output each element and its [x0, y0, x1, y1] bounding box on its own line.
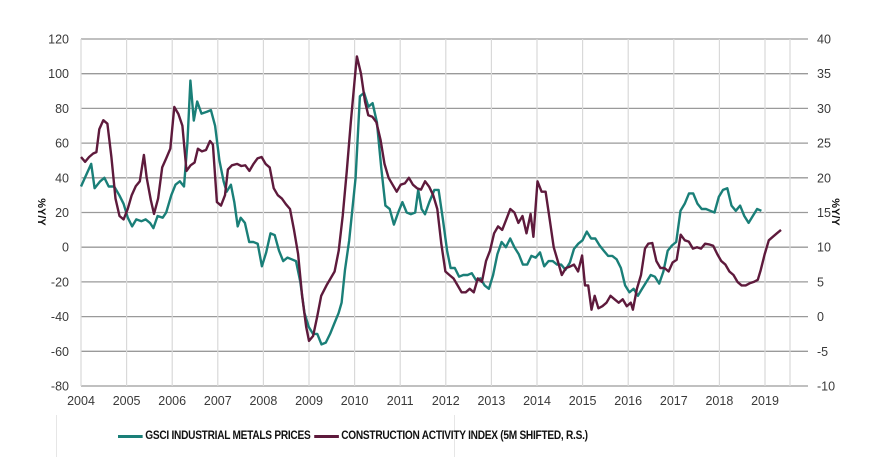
legend-label-gsci: GSCI INDUSTRIAL METALS PRICES	[145, 430, 311, 442]
left-axis-ticks: 120 100 80 60 40 20 0 -20 -40 -60 -80	[48, 33, 69, 394]
right-tick-label: 0	[817, 310, 824, 324]
legend-label-construction: CONSTRUCTION ACTIVITY INDEX (5M SHIFTED,…	[341, 430, 588, 442]
x-tick-label: 2009	[295, 394, 323, 408]
right-axis-ticks: 40 35 30 25 20 15 10 5 0 -5 -10	[817, 33, 835, 394]
x-tick-label: 2005	[113, 394, 141, 408]
legend-box	[56, 415, 455, 457]
left-tick-label: -40	[51, 310, 69, 324]
x-tick-label: 2017	[660, 394, 688, 408]
right-tick-label: 5	[817, 275, 824, 289]
x-tick-label: 2004	[67, 394, 95, 408]
x-tick-label: 2016	[614, 394, 642, 408]
right-tick-label: 35	[817, 67, 831, 81]
right-tick-label: 10	[817, 241, 831, 255]
x-tick-label: 2006	[158, 394, 186, 408]
left-axis-title: %Y/Y	[35, 198, 47, 226]
series-layer	[79, 55, 782, 346]
x-tick-label: 2012	[432, 394, 460, 408]
right-axis-title: %Y/Y	[829, 198, 841, 226]
right-tick-label: 20	[817, 171, 831, 185]
left-tick-label: -60	[51, 345, 69, 359]
left-tick-label: 100	[48, 67, 69, 81]
x-tick-label: 2018	[705, 394, 733, 408]
horizontal-gridlines	[81, 38, 808, 387]
right-tick-label: 40	[817, 33, 831, 47]
x-axis-ticks: 2004 2005 2006 2007 2008 2009 2010 2011 2012 2013…	[67, 394, 779, 408]
right-tick-label: 25	[817, 137, 831, 151]
x-tick-label: 2019	[751, 394, 779, 408]
left-tick-label: 120	[48, 33, 69, 47]
left-tick-label: 40	[55, 171, 69, 185]
x-tick-label: 2013	[477, 394, 505, 408]
right-tick-label: -5	[817, 345, 828, 359]
left-tick-label: 80	[55, 102, 69, 116]
x-tick-label: 2011	[387, 394, 414, 408]
legend-item-construction: CONSTRUCTION ACTIVITY INDEX (5M SHIFTED,…	[313, 430, 588, 442]
legend-swatch-construction	[313, 434, 339, 438]
series-gsci-line	[79, 79, 762, 346]
left-tick-label: -20	[51, 275, 69, 289]
left-tick-label: 60	[55, 137, 69, 151]
left-tick-label: 0	[62, 241, 69, 255]
x-tick-label: 2008	[249, 394, 277, 408]
left-tick-label: -80	[51, 380, 69, 394]
series-construction-line	[80, 55, 782, 343]
x-tick-label: 2014	[523, 394, 551, 408]
legend-item-gsci: GSCI INDUSTRIAL METALS PRICES	[118, 430, 311, 442]
legend: GSCI INDUSTRIAL METALS PRICES CONSTRUCTI…	[118, 430, 591, 442]
right-tick-label: -10	[817, 380, 835, 394]
right-tick-label: 30	[817, 102, 831, 116]
x-tick-label: 2010	[341, 394, 369, 408]
legend-swatch-gsci	[118, 434, 143, 438]
left-tick-label: 20	[55, 206, 69, 220]
x-tick-label: 2015	[569, 394, 597, 408]
x-tick-label: 2007	[204, 394, 232, 408]
right-tick-label: 15	[817, 206, 831, 220]
